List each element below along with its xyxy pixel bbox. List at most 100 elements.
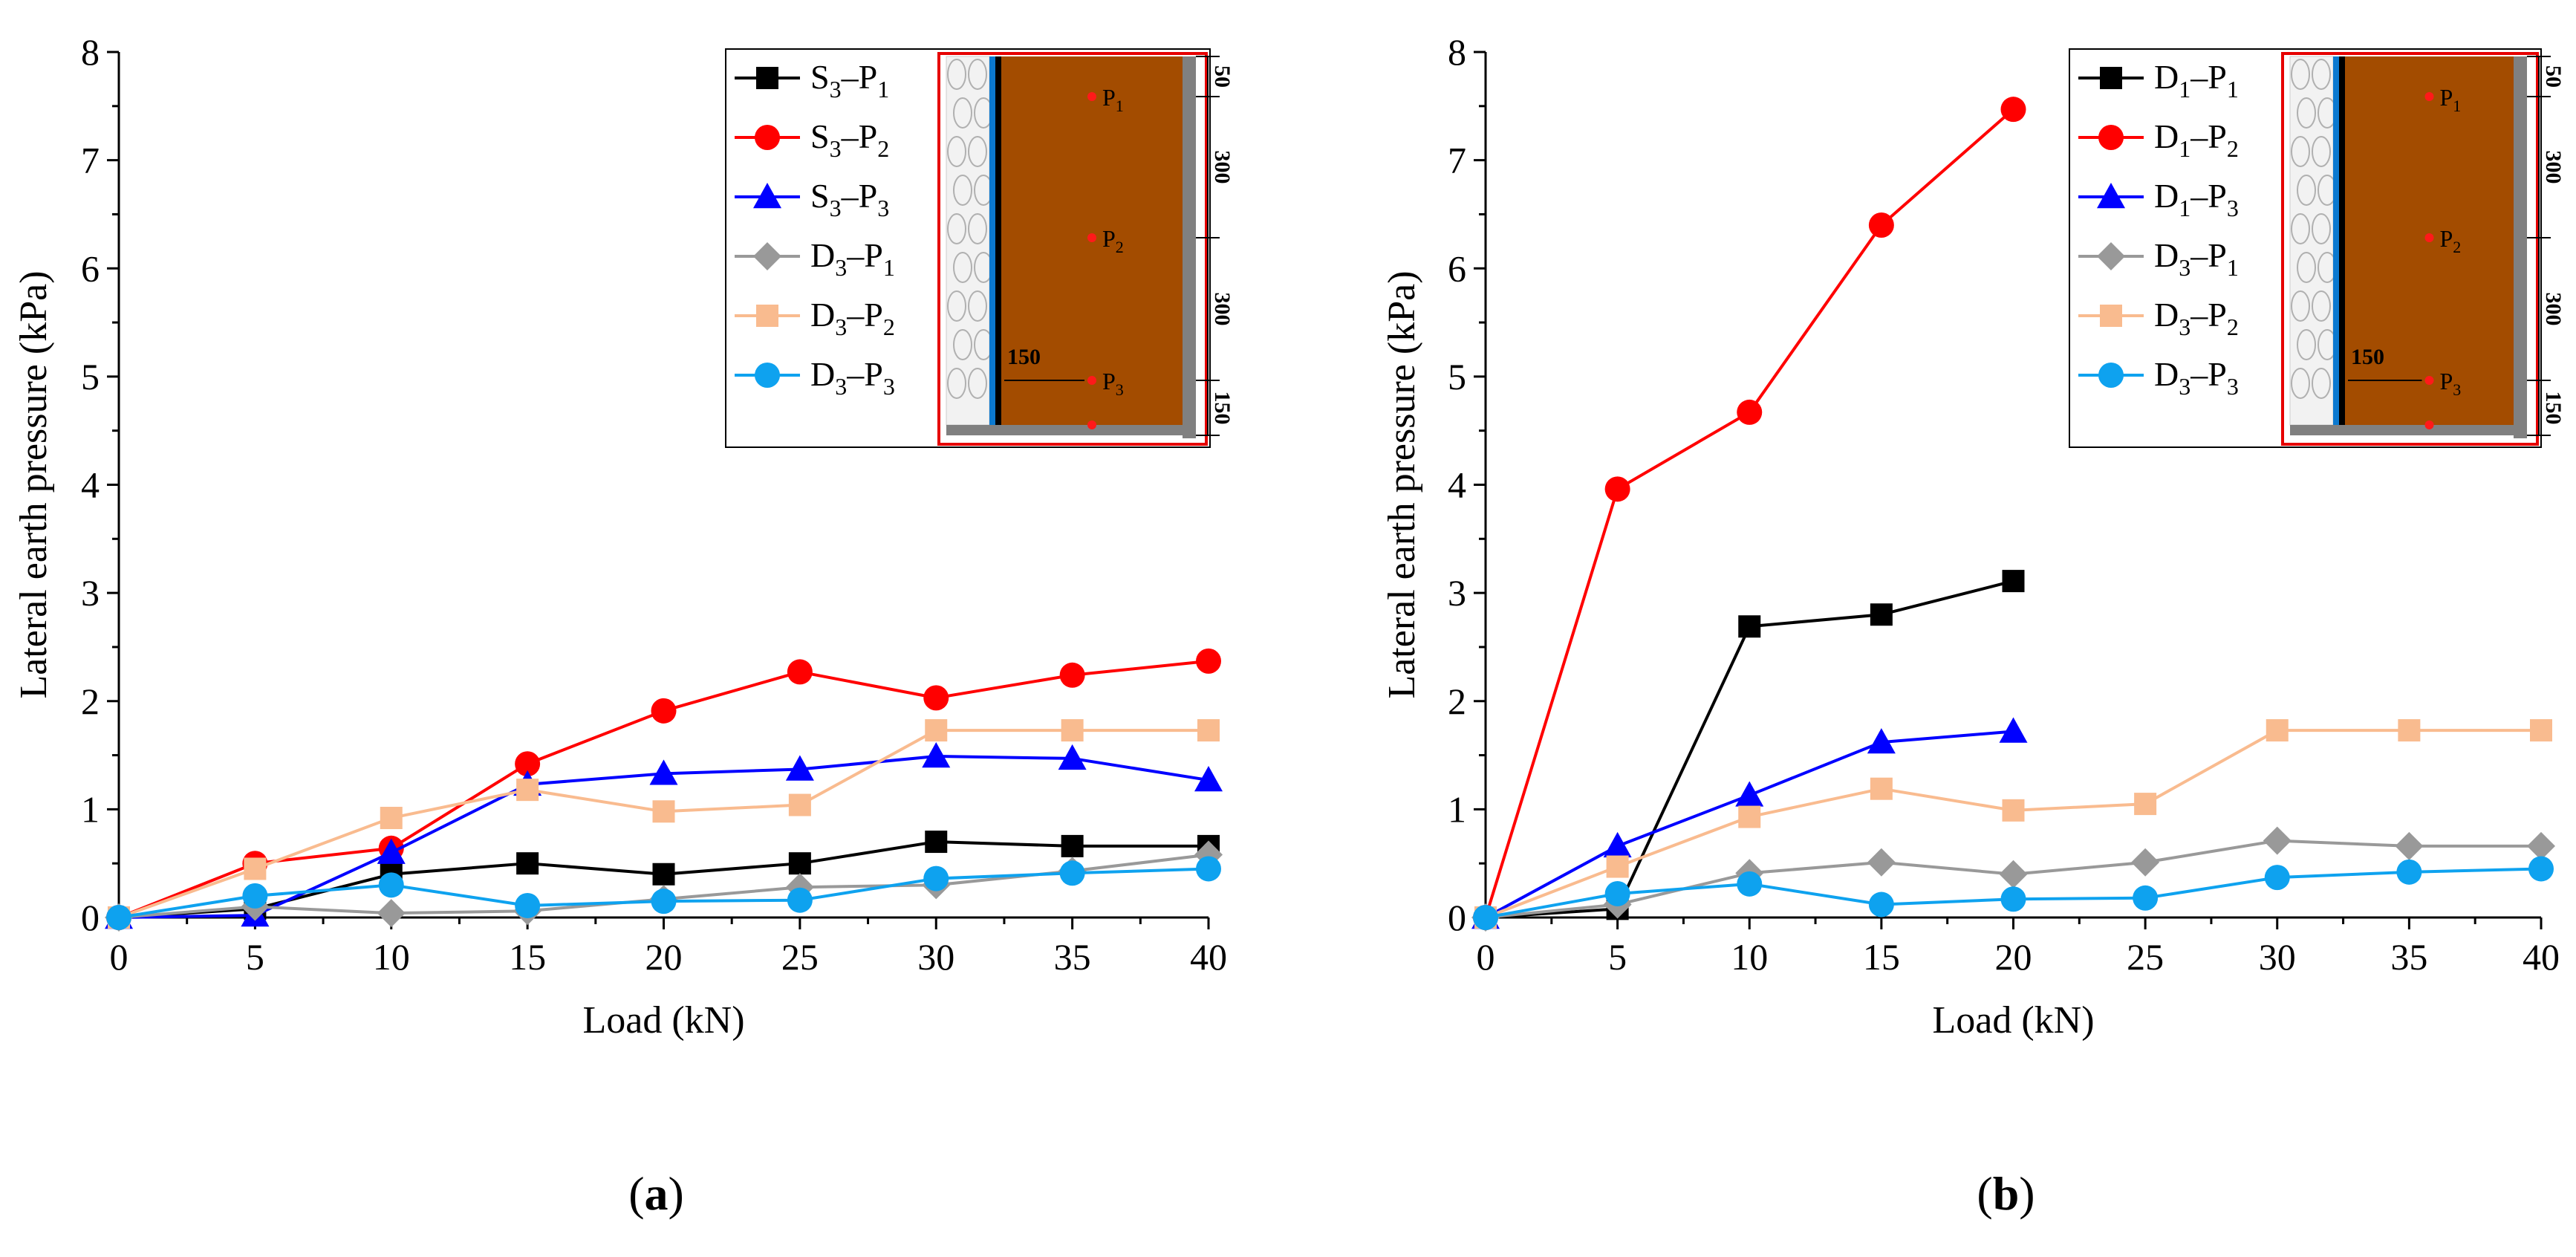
data-point	[2527, 831, 2555, 860]
legend-entry: S3–P3	[735, 177, 889, 221]
data-point	[2396, 859, 2422, 885]
y-tick-label: 8	[1448, 31, 1466, 73]
gravel-stone	[947, 213, 966, 244]
gravel-stone	[2312, 59, 2331, 90]
sensor-label-main: P	[1102, 368, 1116, 394]
data-point	[2264, 865, 2290, 891]
sensor-label: P1	[2440, 84, 2462, 115]
data-point	[2398, 719, 2421, 742]
y-tick-label: 0	[1448, 897, 1466, 938]
y-tick-label: 5	[81, 356, 100, 397]
data-point	[2002, 799, 2025, 822]
data-point	[649, 759, 678, 785]
sensor-label-sub: 2	[2453, 238, 2461, 256]
gravel-stone	[947, 59, 966, 90]
legend-label-mid: –P	[2190, 236, 2227, 274]
data-point	[787, 659, 813, 685]
data-point	[651, 698, 677, 724]
legend: D1–P1D1–P2D1–P3D3–P1D3–P2D3–P3P1P2P31505…	[2069, 48, 2566, 448]
panel-label-open: (	[628, 1167, 644, 1220]
wall-facing	[2333, 56, 2339, 425]
data-point	[2134, 793, 2157, 816]
sensor-label-main: P	[1102, 225, 1116, 252]
sensor-label: P2	[2440, 225, 2462, 256]
data-point	[788, 793, 811, 816]
y-tick-label: 1	[1448, 788, 1466, 830]
dimension-label: 300	[2541, 293, 2566, 326]
legend-label-sub: 3	[830, 135, 842, 162]
data-point	[2002, 570, 2025, 593]
legend-label: D1–P1	[2154, 58, 2239, 103]
data-point	[2000, 886, 2026, 912]
legend-label-sub: 1	[2179, 135, 2190, 162]
gravel-stone	[2312, 290, 2331, 322]
data-point	[925, 719, 948, 742]
x-tick-label: 0	[110, 936, 129, 978]
x-tick-label: 5	[1608, 936, 1627, 978]
sensor-point	[1087, 92, 1096, 101]
data-point	[1737, 871, 1763, 897]
x-axis-title: Load (kN)	[1932, 999, 2094, 1042]
tank-base	[946, 425, 1183, 435]
data-point	[1059, 860, 1085, 886]
x-tick-label: 15	[1863, 936, 1900, 978]
sensor-label-main: P	[2440, 368, 2453, 394]
sensor-label-main: P	[2440, 84, 2453, 111]
y-tick-label: 3	[81, 572, 100, 614]
x-tick-label: 0	[1477, 936, 1495, 978]
data-point	[651, 889, 677, 915]
legend-label-sub: 3	[877, 195, 889, 221]
series-d1-p2	[1473, 97, 2026, 930]
wall-panel	[995, 56, 1001, 425]
legend-label-main: D	[810, 296, 835, 334]
legend-marker	[756, 305, 778, 327]
tank-wall	[2514, 56, 2527, 438]
legend-label-main: D	[2154, 117, 2179, 155]
legend-label-sub: 1	[2179, 195, 2190, 221]
legend-label-main: D	[810, 236, 835, 274]
x-tick-label: 30	[917, 936, 954, 978]
y-tick-label: 7	[81, 140, 100, 181]
sensor-label-main: P	[1102, 84, 1116, 111]
legend-label-sub: 3	[2179, 254, 2190, 281]
legend-label: D3–P3	[810, 355, 895, 400]
legend-label: S3–P3	[810, 177, 889, 221]
gravel-stone	[2291, 213, 2310, 244]
data-point	[1737, 399, 1763, 425]
sensor-label-sub: 1	[1116, 97, 1124, 115]
legend-label-mid: –P	[2190, 117, 2227, 155]
legend-label-main: D	[2154, 177, 2179, 215]
data-point	[1473, 905, 1498, 930]
dimension-label: 50	[1210, 65, 1235, 88]
series-d3-p1	[1471, 826, 2555, 932]
legend-label-sub: 2	[883, 314, 895, 340]
data-point	[1870, 603, 1893, 626]
gravel-stone	[2312, 136, 2331, 167]
legend-marker	[755, 125, 780, 150]
legend-label-sub: 3	[883, 373, 895, 400]
offset-label: 150	[1007, 345, 1041, 369]
legend-entry: D3–P3	[735, 355, 895, 400]
legend-entry: D1–P3	[2078, 177, 2239, 221]
data-point	[1867, 848, 1896, 877]
data-point	[2131, 848, 2160, 877]
data-point	[652, 863, 675, 886]
x-tick-label: 10	[1731, 936, 1768, 978]
data-point	[516, 779, 539, 802]
x-tick-label: 5	[246, 936, 264, 978]
y-tick-label: 1	[81, 788, 100, 830]
y-tick-label: 8	[81, 31, 100, 73]
data-point	[2263, 826, 2292, 855]
y-tick-label: 6	[81, 247, 100, 289]
legend-label-sub: 3	[2179, 314, 2190, 340]
wall-facing	[989, 56, 995, 425]
sensor-point	[2424, 420, 2434, 429]
y-tick-label: 2	[1448, 681, 1466, 722]
legend-label: D3–P1	[810, 236, 895, 281]
data-point	[380, 807, 403, 830]
gravel-stone	[2312, 368, 2331, 399]
data-point	[2528, 856, 2554, 882]
y-tick-label: 4	[1448, 464, 1466, 506]
series-s3-p1	[108, 831, 1220, 929]
